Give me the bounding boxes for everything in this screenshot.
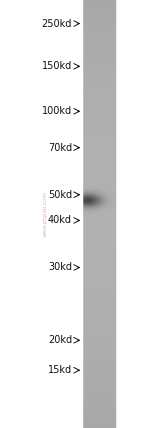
- Text: 250kd: 250kd: [42, 18, 72, 29]
- Text: www.ptglab.com: www.ptglab.com: [42, 191, 48, 237]
- Text: 15kd: 15kd: [48, 365, 72, 375]
- Text: 50kd: 50kd: [48, 190, 72, 200]
- Text: 150kd: 150kd: [42, 61, 72, 71]
- Text: 30kd: 30kd: [48, 262, 72, 273]
- Text: 20kd: 20kd: [48, 335, 72, 345]
- Text: 100kd: 100kd: [42, 106, 72, 116]
- Text: 70kd: 70kd: [48, 143, 72, 153]
- Text: 40kd: 40kd: [48, 215, 72, 226]
